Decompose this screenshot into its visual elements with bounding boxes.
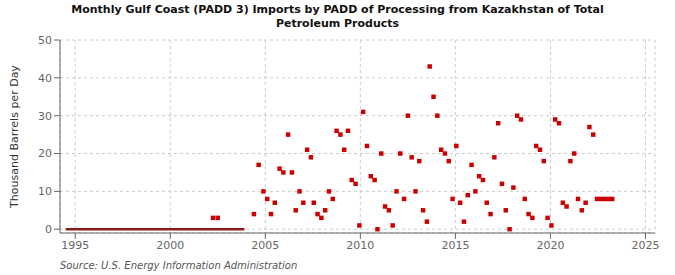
svg-text:20: 20 [38, 147, 52, 160]
svg-text:30: 30 [38, 110, 52, 123]
svg-text:10: 10 [38, 185, 52, 198]
svg-text:2025: 2025 [631, 239, 659, 252]
svg-text:2010: 2010 [346, 239, 374, 252]
svg-text:Thousand Barrels per Day: Thousand Barrels per Day [8, 65, 21, 209]
html-text:Petroleum Products: Petroleum Products [275, 17, 400, 30]
svg-text:1995: 1995 [61, 239, 89, 252]
svg-text:2020: 2020 [536, 239, 564, 252]
html-text:Source: U.S. Energy Informatio: Source: U.S. Energy Information Administ… [60, 260, 298, 271]
html-text:Monthly Gulf Coast (PADD 3) Im: Monthly Gulf Coast (PADD 3) Imports by P… [71, 3, 604, 16]
svg-text:50: 50 [38, 34, 52, 47]
svg-text:2005: 2005 [251, 239, 279, 252]
svg-text:2015: 2015 [441, 239, 469, 252]
svg-text:2000: 2000 [156, 239, 184, 252]
svg-text:0: 0 [45, 223, 52, 236]
svg-text:40: 40 [38, 72, 52, 85]
